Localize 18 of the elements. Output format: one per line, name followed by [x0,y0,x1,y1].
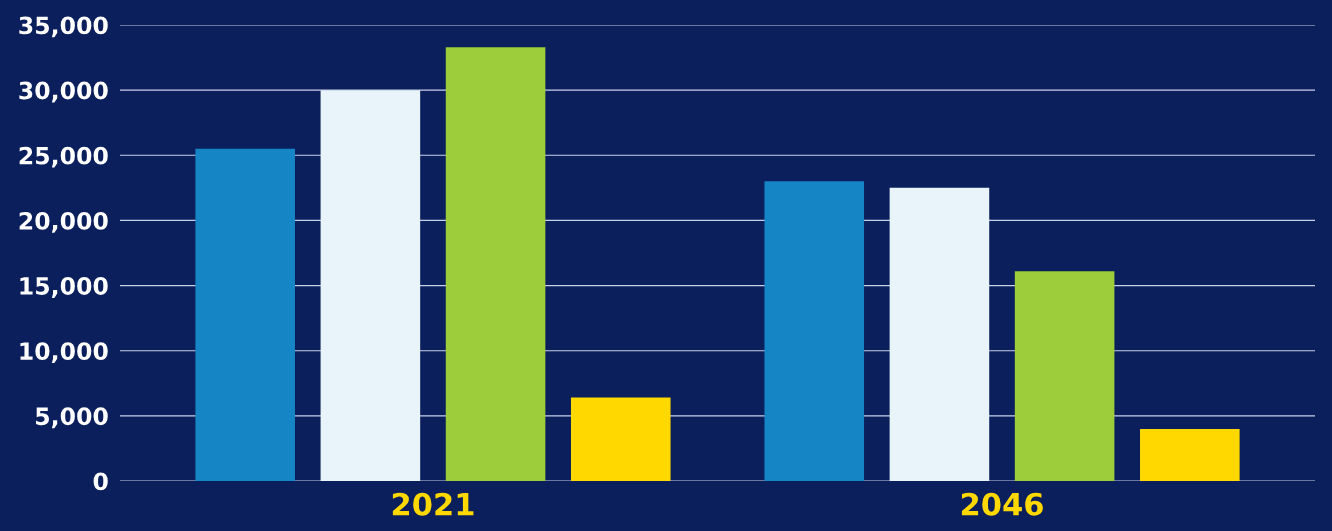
bar [1014,271,1115,481]
bar [195,148,295,481]
y-tick-label: 25,000 [19,146,108,168]
y-tick-label: 30,000 [19,81,108,103]
x-tick-label: 2046 [961,492,1043,516]
y-tick-label: 15,000 [20,277,108,298]
x-tick-label: 2021 [392,492,474,516]
y-tick-label: 5,000 [36,407,108,429]
bar [1140,428,1240,481]
y-tick-label: 0 [93,472,108,491]
bar [764,181,865,481]
bar [320,90,421,481]
bar [889,187,990,481]
y-tick-label: 10,000 [20,342,108,364]
y-tick-label: 35,000 [19,16,108,38]
bar [445,47,546,481]
bar [570,397,671,481]
y-tick-label: 20,000 [19,211,108,233]
